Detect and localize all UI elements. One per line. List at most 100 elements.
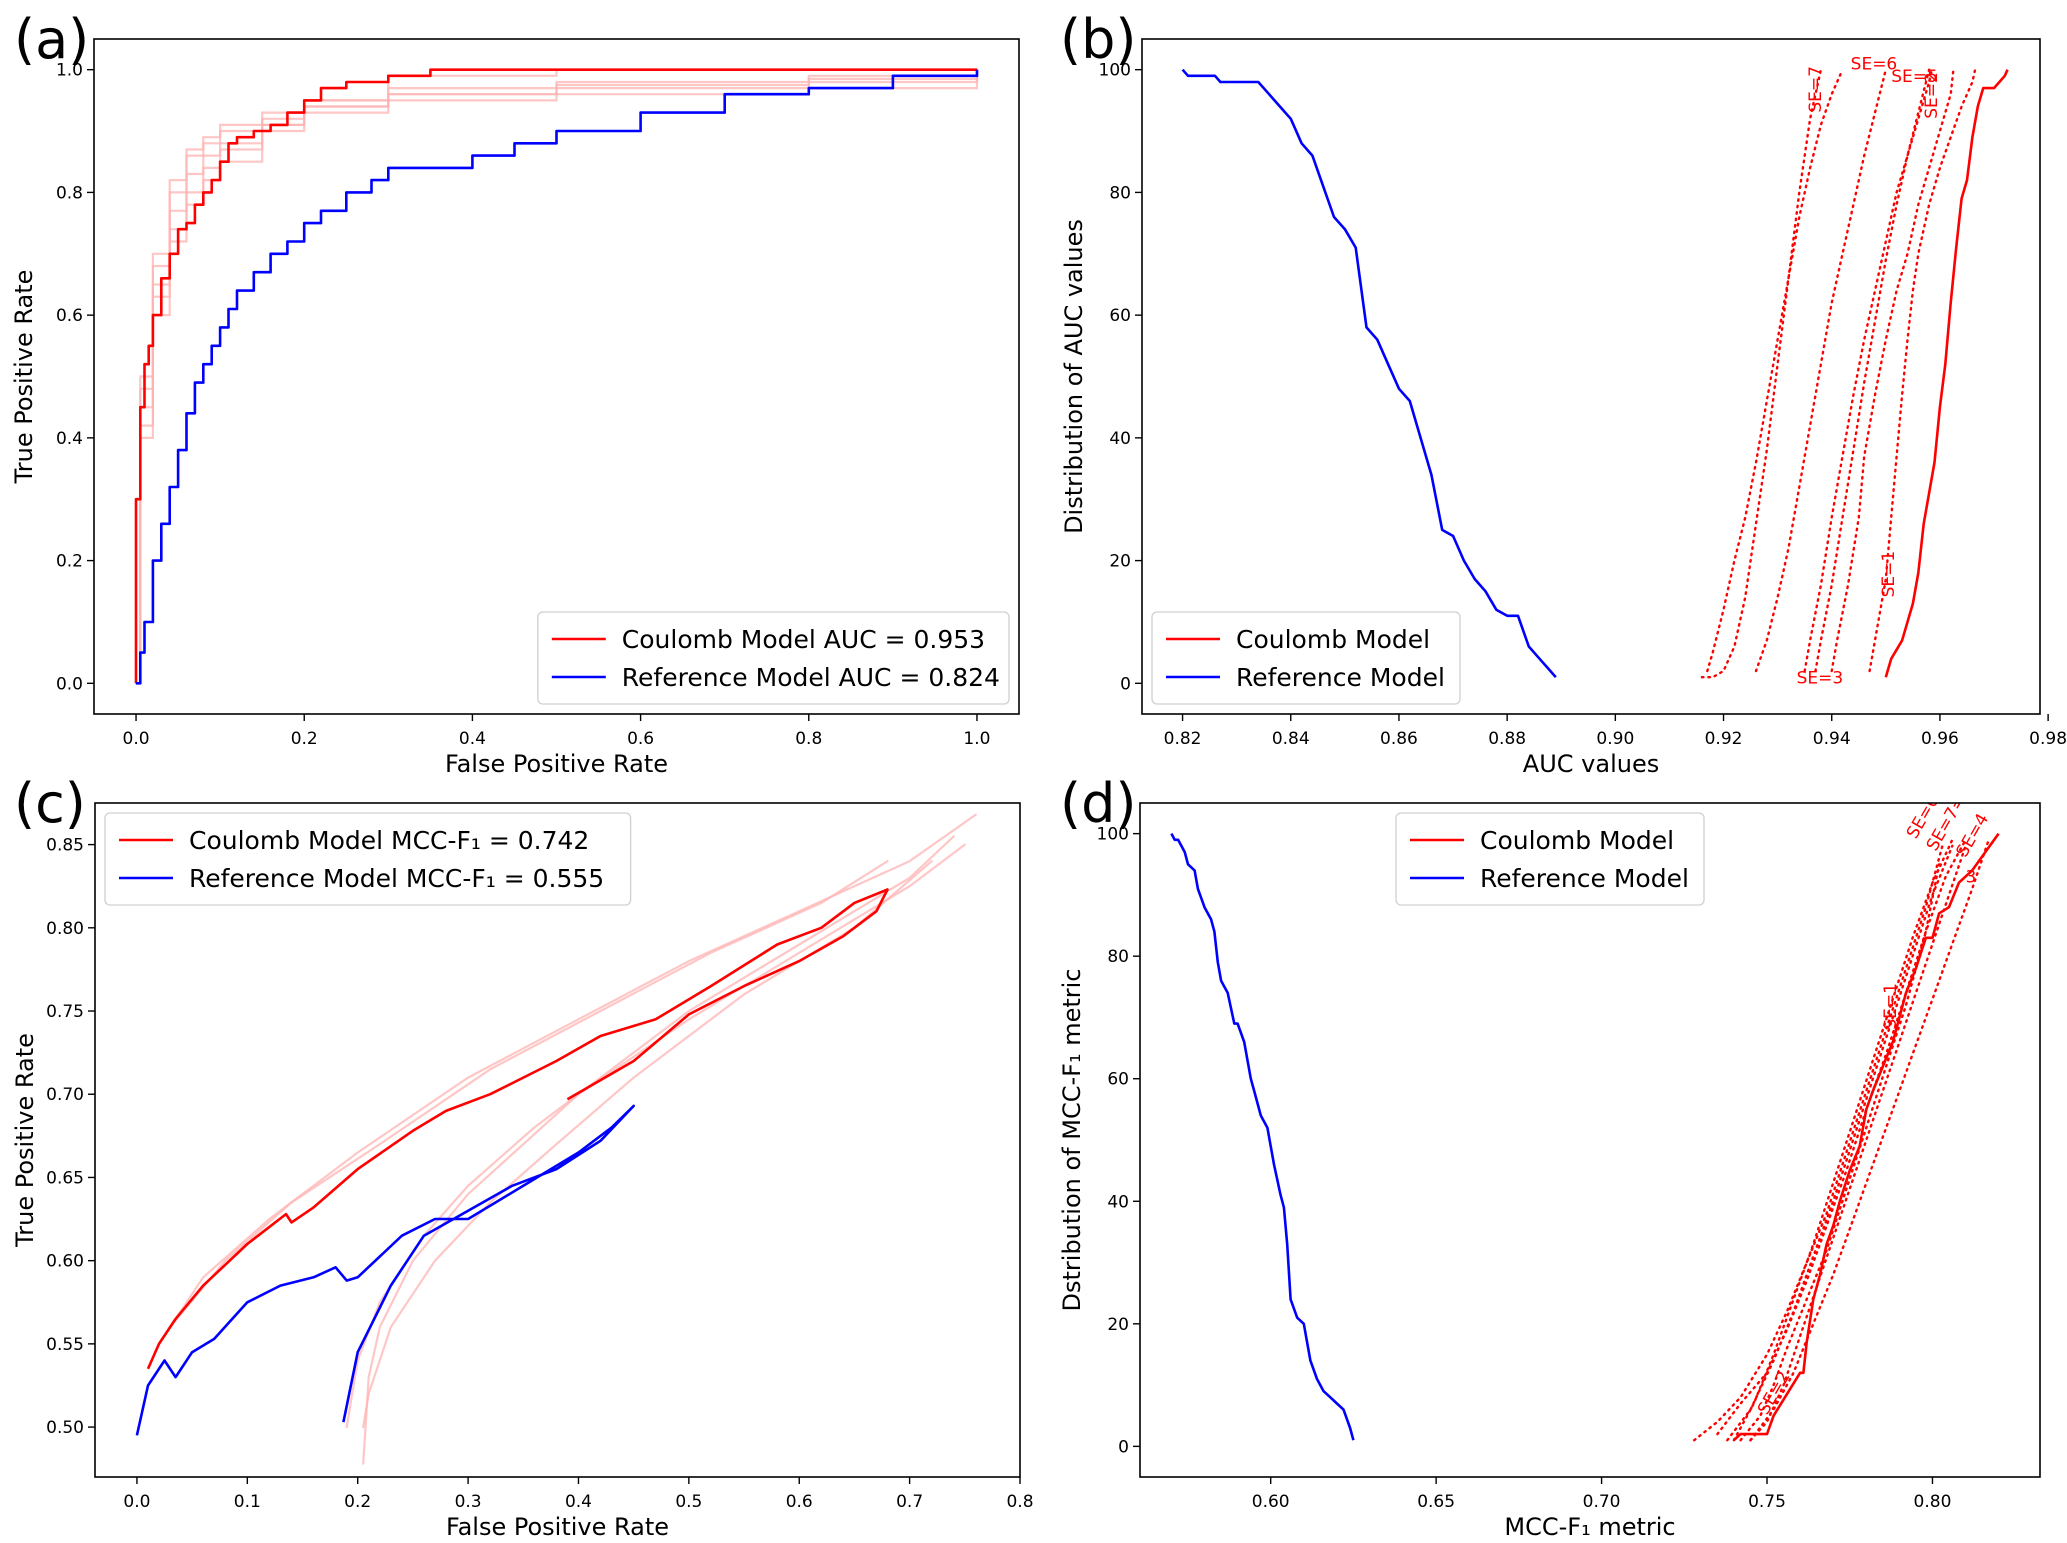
- plot-area-c: [135, 813, 977, 1465]
- x-tick-label: 0.6: [786, 1492, 813, 1512]
- legend-c: Coulomb Model MCC-F₁ = 0.742 Reference Mo…: [104, 812, 632, 906]
- x-tick-label: 0.75: [1748, 1492, 1786, 1512]
- se-annotation: SE=1: [1879, 551, 1899, 598]
- bootstrap-line-se-4: [1749, 838, 1990, 1442]
- x-tick-label: 0.98: [2029, 729, 2067, 749]
- bootstrap-line-se-7: [1732, 838, 1954, 1442]
- bootstrap-line-se-1: [1749, 844, 1967, 1442]
- series-line-reference-model: [1170, 832, 1355, 1441]
- bootstrap-line-se-2: [1739, 863, 1941, 1442]
- legend-label: Coulomb Model AUC = 0.953: [622, 625, 985, 654]
- bootstrap-line-se-3: [1693, 844, 1944, 1442]
- axes-frame-b: [1141, 38, 2041, 715]
- y-tick-label: 0: [1120, 674, 1131, 694]
- x-tick-label: 0.90: [1596, 729, 1634, 749]
- legend-b: Coulomb Model Reference Model: [1151, 611, 1461, 705]
- x-tick-label: 0.60: [1252, 1492, 1290, 1512]
- se-annotation: SE=7: [1806, 66, 1826, 113]
- y-tick-label: 0.6: [56, 306, 83, 326]
- x-tick-label: 0.8: [1006, 1492, 1033, 1512]
- legend-a: Coulomb Model AUC = 0.953 Reference Model…: [537, 611, 1010, 705]
- y-tick-label: 0.65: [46, 1168, 84, 1188]
- legend-label: Reference Model MCC-F₁ = 0.555: [189, 864, 604, 893]
- x-tick-label: 0.3: [455, 1492, 482, 1512]
- x-tick-label: 0.84: [1272, 729, 1310, 749]
- y-tick-label: 0: [1118, 1437, 1129, 1457]
- x-tick-label: 0.2: [291, 729, 318, 749]
- se-annotation: SE=3: [1797, 668, 1844, 688]
- x-tick-label: 0.6: [627, 729, 654, 749]
- panel-b: (b) SE=7 SE=6SE=5SE=2 SE=1 SE=3 0.82 0.84 0.86 0…: [1060, 8, 2067, 778]
- x-tick-label: 0.80: [1914, 1492, 1952, 1512]
- legend-label: Reference Model AUC = 0.824: [622, 663, 1000, 692]
- y-tick-label: 0.85: [46, 836, 84, 856]
- x-axis-label: MCC-F₁ metric: [1504, 1513, 1675, 1541]
- legend-label: Reference Model: [1236, 663, 1445, 692]
- y-tick-label: 0.0: [56, 674, 83, 694]
- se-annotation: SE=1: [1881, 983, 1901, 1030]
- x-tick-label: 1.0: [963, 729, 990, 749]
- panel-label-b: (b): [1060, 8, 1136, 71]
- y-axis-label: True Positive Rate: [10, 270, 38, 485]
- bootstrap-line-se-3: [1754, 68, 1887, 673]
- x-tick-label: 0.82: [1164, 729, 1202, 749]
- legend-box: [1151, 611, 1461, 705]
- panel-label-c: (c): [14, 772, 86, 835]
- x-tick-label: 0.7: [896, 1492, 923, 1512]
- bootstrap-line-se-1: [1868, 68, 1977, 673]
- x-tick-label: 0.70: [1583, 1492, 1621, 1512]
- se-annotation: SE=2: [1922, 72, 1942, 119]
- bootstrap-line-se-5: [1814, 68, 1931, 673]
- series-line-coulomb-model: [1733, 832, 2000, 1442]
- bootstrap-line-se-4: [1803, 68, 1933, 673]
- legend-d: Coulomb Model Reference Model: [1395, 812, 1705, 906]
- bootstrap-line-bootstrap-lower-3: [362, 860, 933, 1429]
- series-line-coulomb-model: [134, 68, 977, 684]
- bootstrap-line-se-6: [1726, 844, 1954, 1442]
- x-tick-label: 0.0: [123, 1492, 150, 1512]
- plot-area-b: SE=7 SE=6SE=5SE=2 SE=1 SE=3: [1181, 55, 2009, 688]
- bootstrap-line-bootstrap-3: [134, 68, 979, 685]
- series-line-reference-model: [136, 69, 979, 685]
- y-tick-label: 1.0: [56, 61, 83, 81]
- bootstrap-line-se-6: [1706, 68, 1844, 673]
- legend-label: Reference Model: [1480, 864, 1689, 893]
- panel-a: (a) 0.0 0.2 0.4 0.6 0.8 1.0 0.0 0.2 0.4 0.6 0.8 1.0 F…: [10, 8, 1020, 778]
- y-tick-label: 0.4: [56, 429, 83, 449]
- bootstrap-line-bootstrap-lower-2: [345, 835, 955, 1429]
- axes-frame-d: [1139, 802, 2041, 1478]
- x-tick-label: 0.92: [1705, 729, 1743, 749]
- x-axis-label: False Positive Rate: [446, 1513, 669, 1541]
- series-line-reference-model: [1181, 68, 1557, 679]
- y-tick-label: 0.55: [46, 1335, 84, 1355]
- series-line-coulomb-model: [1884, 69, 2009, 678]
- bootstrap-line-se-5: [1716, 838, 1967, 1436]
- bootstrap-line-se-7: [1700, 68, 1823, 679]
- plot-area-a: [134, 68, 979, 685]
- y-tick-label: 40: [1107, 1192, 1129, 1212]
- x-tick-label: 0.88: [1488, 729, 1526, 749]
- bootstrap-line-se-2: [1830, 68, 1955, 673]
- axes-frame-a: [93, 38, 1020, 715]
- bootstrap-line-bootstrap-1: [134, 68, 979, 685]
- x-tick-label: 0.4: [459, 729, 486, 749]
- y-tick-label: 40: [1109, 429, 1131, 449]
- panel-label-d: (d): [1060, 772, 1136, 835]
- x-axis-label: False Positive Rate: [445, 750, 668, 778]
- y-axis-label: Dstribution of MCC-F₁ metric: [1058, 969, 1086, 1312]
- y-tick-label: 60: [1109, 306, 1131, 326]
- x-tick-label: 0.0: [123, 729, 150, 749]
- legend-label: Coulomb Model: [1236, 625, 1430, 654]
- x-tick-label: 0.65: [1417, 1492, 1455, 1512]
- y-tick-label: 0.50: [46, 1418, 84, 1438]
- x-axis-label: AUC values: [1523, 750, 1659, 778]
- y-axis-label: True Positive Rate: [11, 1033, 39, 1248]
- axes-frame-c: [94, 802, 1021, 1478]
- y-tick-label: 100: [1099, 61, 1131, 81]
- y-tick-label: 0.75: [46, 1002, 84, 1022]
- legend-box: [537, 611, 1010, 705]
- se-annotation: SE=6: [1851, 55, 1898, 75]
- y-tick-label: 0.70: [46, 1085, 84, 1105]
- legend-label: Coulomb Model MCC-F₁ = 0.742: [189, 826, 589, 855]
- y-tick-label: 80: [1109, 183, 1131, 203]
